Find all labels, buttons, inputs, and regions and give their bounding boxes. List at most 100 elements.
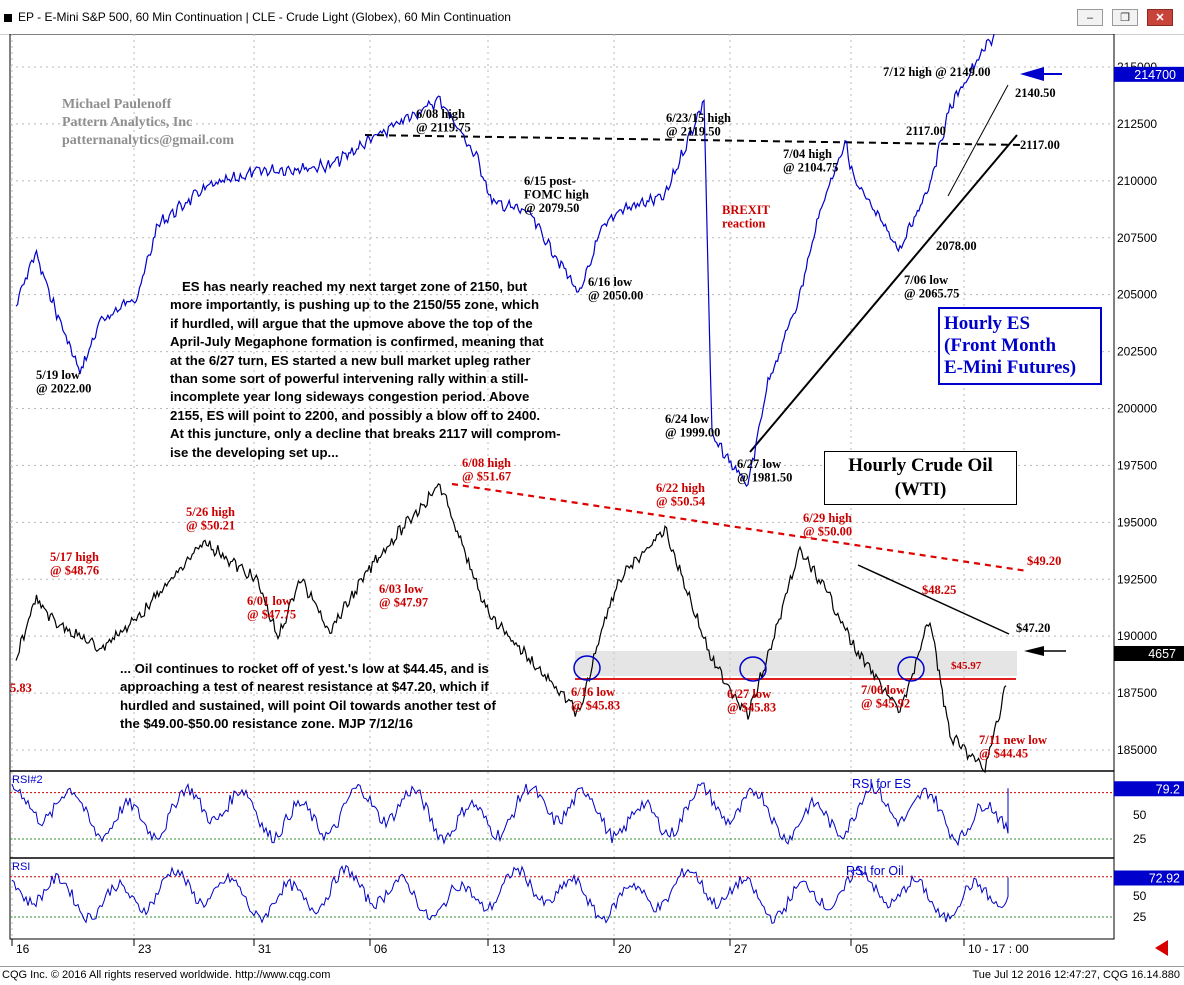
oil-resistance-line	[451, 482, 1028, 573]
es-arrow-icon	[1020, 67, 1044, 81]
annotation-label: 6/16 low	[588, 275, 632, 289]
current-price-arrows	[1020, 67, 1066, 656]
es-commentary-line: At this juncture, only a decline that br…	[170, 426, 561, 442]
time-tick-label: 27	[734, 942, 748, 956]
window-titlebar: EP - E-Mini S&P 500, 60 Min Continuation…	[0, 0, 1184, 35]
es-last-value-label: 214700	[1134, 68, 1176, 82]
grid	[10, 34, 1114, 939]
oil-low-circles	[573, 655, 925, 682]
annotation-label: @ $50.54	[656, 495, 706, 509]
es-commentary: ES has nearly reached my next target zon…	[170, 278, 561, 462]
oil-price-line	[15, 482, 1007, 774]
rsi-tick-label: 50	[1133, 889, 1147, 903]
annotation-label: @ 1999.00	[665, 426, 720, 440]
annotation-label: 2078.00	[936, 239, 977, 253]
rsi-tick-label: 25	[1133, 832, 1147, 846]
rsi-title: RSI for Oil	[846, 864, 904, 878]
watermark: Michael Paulenoff Pattern Analytics, Inc…	[62, 96, 234, 150]
scroll-left-arrow-icon[interactable]	[1155, 940, 1168, 956]
time-tick-label: 20	[618, 942, 632, 956]
annotation-label: @ $44.45	[979, 747, 1028, 761]
annotation-label: 6/01 low	[247, 594, 291, 608]
annotation-label: 6/22 high	[656, 481, 705, 495]
time-tick-label: 05	[855, 942, 869, 956]
price-tick-label: 202500	[1117, 345, 1157, 359]
time-tick-label: 31	[258, 942, 272, 956]
annotation-label: @ 2022.00	[36, 382, 91, 396]
annotation-label: @ $50.21	[186, 519, 235, 533]
es-commentary-line: if hurdled, will argue that the upmove a…	[170, 315, 533, 331]
annotation-label: 5/17 high	[50, 550, 99, 564]
annotation-label: @ $50.00	[803, 525, 852, 539]
es-title-line: E-Mini Futures)	[944, 357, 1077, 378]
rsi-last-value-box	[1114, 870, 1184, 886]
annotation-label: 7/11 new low	[979, 733, 1047, 747]
annotation-label: 6/03 low	[379, 582, 423, 596]
price-tick-label: 197500	[1117, 458, 1157, 472]
close-button[interactable]: ✕	[1147, 9, 1173, 26]
oil-title-line: (WTI)	[894, 479, 947, 500]
rsi-panel-header: RSI#2	[12, 774, 43, 786]
oil-arrow-icon	[1024, 646, 1044, 656]
annotation-label: 7/06 low	[861, 683, 905, 697]
annotation-label: @ 2119.50	[666, 125, 721, 139]
low-circle-icon	[573, 655, 601, 681]
restore-button[interactable]: ❐	[1112, 9, 1138, 26]
annotation-label: 6/27 low	[727, 687, 771, 701]
watermark-line: Pattern Analytics, Inc	[62, 115, 193, 130]
watermark-line: Michael Paulenoff	[62, 97, 172, 112]
es-commentary-line: at the 6/27 turn, ES started a new bull …	[170, 352, 531, 368]
annotation-label: 7/12 high @ 2149.00	[883, 65, 990, 79]
oil-last-value-label: 4657	[1148, 647, 1176, 661]
annotation-label: 6/24 low	[665, 412, 709, 426]
minimize-button[interactable]: ‒	[1077, 9, 1103, 26]
annotation-label: 2140.50	[1015, 86, 1056, 100]
annotation-label: @ $45.92	[861, 697, 910, 711]
price-tick-label: 187500	[1117, 686, 1157, 700]
annotation-label: @ $51.67	[462, 470, 511, 484]
annotation-label: 6/23/15 high	[666, 111, 731, 125]
es-commentary-line: more importantly, is pushing up to the 2…	[170, 297, 540, 313]
annotation-label: @ 2104.75	[783, 161, 838, 175]
annotation-label: @ 2119.75	[416, 121, 471, 135]
annotation-label: @ $45.83	[571, 699, 620, 713]
time-axis: 16 23 31 06 13 20 27 05 10 - 17 : 00	[10, 938, 1114, 956]
rsi-line	[11, 782, 1009, 847]
es-last-value-box	[1114, 66, 1184, 82]
es-title-box: Hourly ES (Front Month E-Mini Futures)	[938, 307, 1102, 385]
es-inner-trendline	[947, 84, 1009, 197]
price-tick-label: 212500	[1117, 117, 1157, 131]
low-circle-icon	[739, 656, 767, 682]
cqg-app-icon	[4, 13, 12, 22]
es-title-line: (Front Month	[944, 335, 1057, 356]
watermark-line: patternanalytics@gmail.com	[62, 133, 235, 148]
annotation-label: @ 2065.75	[904, 287, 959, 301]
rsi-panel-header: RSI	[12, 861, 30, 873]
annotation-label: 6/16 low	[571, 685, 615, 699]
annotation-label: @ $48.76	[50, 564, 99, 578]
rsi-panels: RSI#2 RSI for ES 50 25 79.2 RSI RSI for Oil 50 2…	[10, 770, 1184, 924]
oil-commentary-line: the $49.00-$50.00 resistance zone. MJP 7…	[120, 716, 413, 732]
annotation-label: @ 2050.00	[588, 289, 643, 303]
annotation-label: 5/19 low	[36, 368, 80, 382]
price-tick-label: 205000	[1117, 288, 1157, 302]
price-tick-label: 192500	[1117, 572, 1157, 586]
annotation-label: @ $45.83	[727, 701, 776, 715]
last-value-labels: 214700 4657	[1114, 66, 1184, 661]
time-tick-label: 23	[138, 942, 152, 956]
annotation-label: reaction	[722, 217, 766, 231]
time-tick-label: 10 - 17 : 00	[968, 942, 1029, 956]
price-axis: 2150002125002100002075002050002025002000…	[1117, 60, 1157, 757]
oil-commentary-line: hurdled and sustained, will point Oil to…	[120, 697, 496, 713]
oil-commentary-line: ... Oil continues to rocket off of yest.…	[120, 661, 489, 676]
rsi-tick-label: 50	[1133, 808, 1147, 822]
es-commentary-line: April-July Megaphone formation is confir…	[170, 334, 544, 350]
support-zone-shading	[575, 651, 1017, 676]
annotation-label: 6/29 high	[803, 511, 852, 525]
rsi-line	[11, 864, 1009, 924]
annotation-label: @ 1981.50	[737, 471, 792, 485]
es-price-line	[15, 34, 995, 488]
annotation-label: 6/08 high	[462, 456, 511, 470]
price-tick-label: 190000	[1117, 629, 1157, 643]
oil-last-value-box	[1114, 646, 1184, 661]
